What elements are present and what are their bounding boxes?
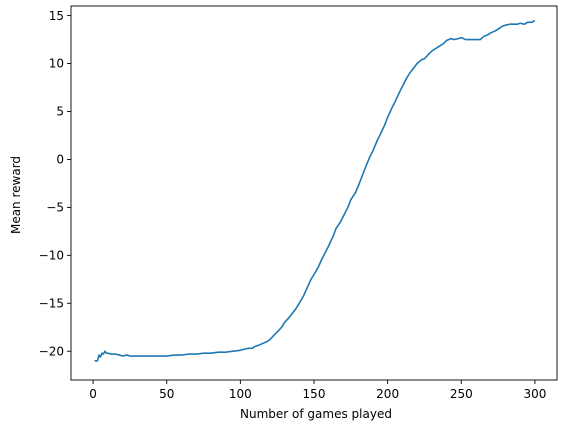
x-tick-label: 0 xyxy=(89,387,97,401)
y-axis-ticks: −20 −15 −10 −5 0 5 10 15 xyxy=(39,9,71,358)
y-tick-label: −5 xyxy=(46,201,64,215)
plot-frame xyxy=(70,5,558,381)
x-tick-label: 200 xyxy=(376,387,399,401)
x-tick-label: 150 xyxy=(303,387,326,401)
y-tick-label: 15 xyxy=(49,9,64,23)
y-tick-label: −10 xyxy=(39,249,64,263)
plot-area xyxy=(70,5,558,381)
x-tick-label: 250 xyxy=(450,387,473,401)
x-axis-label: Number of games played xyxy=(240,407,392,421)
x-tick-label: 100 xyxy=(229,387,252,401)
y-tick-label: 10 xyxy=(49,57,64,71)
y-axis-label: Mean reward xyxy=(9,156,23,234)
y-tick-label: 0 xyxy=(56,153,64,167)
x-tick-label: 300 xyxy=(523,387,546,401)
y-tick-label: −15 xyxy=(39,296,64,310)
series-line-0 xyxy=(94,19,536,362)
y-tick-label: 5 xyxy=(56,105,64,119)
x-tick-label: 50 xyxy=(159,387,174,401)
x-axis-ticks: 0 50 100 150 200 250 300 xyxy=(89,380,546,401)
y-tick-label: −20 xyxy=(39,344,64,358)
